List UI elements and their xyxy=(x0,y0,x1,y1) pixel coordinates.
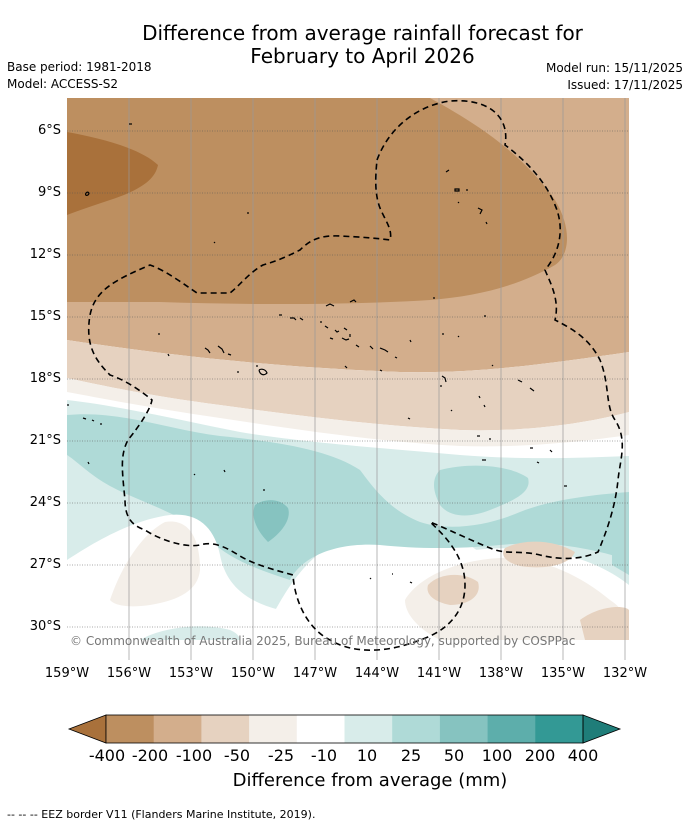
colorbar-segment xyxy=(392,715,441,743)
fill-plus-25-50-band xyxy=(67,414,629,580)
fill-minus-50-25-patch-south xyxy=(427,574,479,605)
colorbar-segment xyxy=(153,715,202,743)
fill-minus-50-25-band xyxy=(67,340,629,431)
latitude-gridlines xyxy=(67,130,629,628)
meta-right: Model run: 15/11/2025 Issued: 17/11/2025 xyxy=(546,60,683,94)
colorbar-tick-label: 10 xyxy=(356,746,378,765)
lat-label: 18°S xyxy=(29,371,61,386)
lon-label: 138°W xyxy=(478,666,524,681)
colorbar-extend-low xyxy=(67,714,107,744)
colorbar-tick-label: 200 xyxy=(524,746,556,765)
model-run: Model run: 15/11/2025 xyxy=(545,61,683,75)
colorbar-tick-label: 100 xyxy=(481,746,513,765)
colorbar-segment xyxy=(296,715,345,743)
lon-label: 150°W xyxy=(230,666,276,681)
lat-label: 27°S xyxy=(29,557,61,572)
colorbar-title: Difference from average (mm) xyxy=(232,770,508,791)
colorbar-tick-label: -100 xyxy=(175,746,213,765)
fill-minus-50-25-patch-southeast xyxy=(580,607,629,640)
colorbar-segment xyxy=(344,715,393,743)
issued-date: Issued: 17/11/2025 xyxy=(567,78,683,92)
lat-label: 24°S xyxy=(29,495,61,510)
model-name: Model: ACCESS-S2 xyxy=(7,77,119,91)
lat-label: 15°S xyxy=(29,309,61,324)
lon-label: 141°W xyxy=(416,666,462,681)
colorbar-extend-high xyxy=(582,714,622,744)
fill-minus-200-100-band xyxy=(67,98,568,305)
lon-label: 135°W xyxy=(540,666,586,681)
colorbar-tick-label: 50 xyxy=(443,746,465,765)
map-title: Difference from average rainfall forecas… xyxy=(0,22,690,68)
lon-label: 156°W xyxy=(106,666,152,681)
colorbar-segment xyxy=(487,715,536,743)
lon-label: 147°W xyxy=(292,666,338,681)
colorbar-tick-label: -50 xyxy=(223,746,251,765)
eez-border-note: -- -- -- EEZ border V11 (Flanders Marine… xyxy=(7,808,316,821)
colorbar-tick-label: -25 xyxy=(267,746,295,765)
fill-plus-10-25-patch-southwest xyxy=(140,626,240,640)
lon-label: 132°W xyxy=(602,666,648,681)
fill-plus-50-100-patch xyxy=(253,500,289,542)
eez-border-south xyxy=(87,99,624,651)
colorbar-frame xyxy=(105,714,584,744)
lon-label: 144°W xyxy=(354,666,400,681)
lon-label: 159°W xyxy=(44,666,90,681)
base-period: Base period: 1981-2018 xyxy=(7,60,152,74)
colorbar-segment xyxy=(439,715,488,743)
colorbar-segment xyxy=(535,715,584,743)
colorbar-tick-label: 400 xyxy=(567,746,599,765)
colorbar-tick-label: -200 xyxy=(131,746,169,765)
copyright-notice: © Commonwealth of Australia 2025, Bureau… xyxy=(70,634,576,648)
islands xyxy=(67,123,567,584)
lat-label: 9°S xyxy=(37,185,61,200)
fill-minus-400-band xyxy=(67,132,158,215)
lon-label: 153°W xyxy=(168,666,214,681)
title-line-1: Difference from average rainfall forecas… xyxy=(142,21,583,45)
colorbar-tick-label: 25 xyxy=(400,746,422,765)
colorbar-tick-label: -400 xyxy=(88,746,126,765)
lat-label: 21°S xyxy=(29,433,61,448)
fill-minus-25-10-band xyxy=(67,378,629,447)
title-line-2: February to April 2026 xyxy=(250,44,475,68)
meta-left: Base period: 1981-2018 Model: ACCESS-S2 xyxy=(7,59,152,93)
colorbar-segments xyxy=(67,714,622,744)
colorbar-tick-label: -10 xyxy=(310,746,338,765)
colorbar-segment xyxy=(106,715,155,743)
colorbar-segment xyxy=(201,715,250,743)
lat-label: 12°S xyxy=(29,247,61,262)
lat-label: 30°S xyxy=(29,619,61,634)
fill-minus-25-10-patch-west xyxy=(110,521,200,607)
colorbar-segment xyxy=(249,715,298,743)
lat-label: 6°S xyxy=(37,123,61,138)
